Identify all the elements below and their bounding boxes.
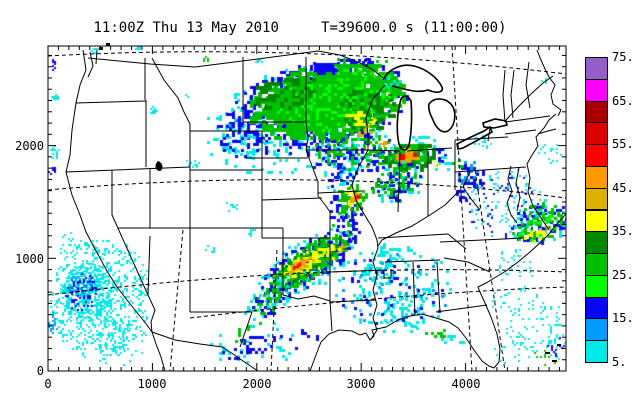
mexico-border: [151, 331, 259, 372]
x-tick-label: 4000: [451, 377, 481, 391]
lake-michigan: [396, 95, 413, 151]
colorbar-cell: [585, 274, 608, 298]
x-tick-label: 1000: [137, 377, 167, 391]
canada-border: [87, 50, 384, 79]
small-islands: [99, 43, 561, 362]
lake-superior: [382, 64, 444, 93]
colorbar-cell: [585, 57, 608, 80]
x-tick-label: 2000: [242, 377, 272, 391]
colorbar-cell: [585, 122, 608, 146]
colorbar-cell: [585, 165, 608, 189]
northeast-coastline: [505, 49, 562, 231]
colorbar-cell: [585, 78, 608, 102]
x-tick-label: 3000: [346, 377, 376, 391]
colorbar-cell: [585, 318, 608, 342]
y-tick-label: 0: [36, 364, 44, 378]
colorbar-cell: [585, 296, 608, 320]
west-coastline: [65, 49, 166, 372]
colorbar-tick-label: 5.: [612, 355, 627, 369]
colorbar-cell: [585, 100, 608, 124]
plot-frame: [47, 45, 567, 372]
great-lakes: [382, 64, 508, 151]
colorbar-cell: [585, 144, 608, 167]
colorbar-tick-label: 45.: [612, 180, 634, 195]
colorbar-tick-label: 25.: [612, 267, 634, 282]
lake-erie: [456, 125, 494, 150]
y-tick-label: 2000: [15, 139, 44, 153]
colorbar-tick-label: 65.: [612, 93, 634, 108]
rivers: [351, 84, 461, 340]
colorbar-tick-label: 55.: [612, 137, 634, 152]
colorbar-tick-label: 35.: [612, 224, 634, 239]
chesapeake-bay: [506, 165, 521, 224]
y-tick-label: 1000: [15, 252, 44, 266]
colorbar-tick-label: 75.: [612, 50, 634, 64]
lake-ontario: [482, 118, 508, 129]
graticule-lines: [47, 45, 567, 372]
x-tick-label: 0: [44, 377, 52, 391]
map-linework: [65, 49, 567, 372]
colorbar-tick-label: 15.: [612, 311, 634, 326]
colorbar-cell: [585, 187, 608, 211]
colorbar-cell: [585, 340, 608, 363]
lake-huron: [427, 98, 456, 133]
colorbar-cell: [585, 253, 608, 276]
colorbar-cell: [585, 209, 608, 233]
gulf-atlantic-coastline: [309, 213, 567, 372]
colorbar-cell: [585, 231, 608, 255]
great-salt-lake: [155, 161, 163, 171]
state-borders: [65, 57, 551, 348]
axis-ticks: [47, 46, 566, 372]
